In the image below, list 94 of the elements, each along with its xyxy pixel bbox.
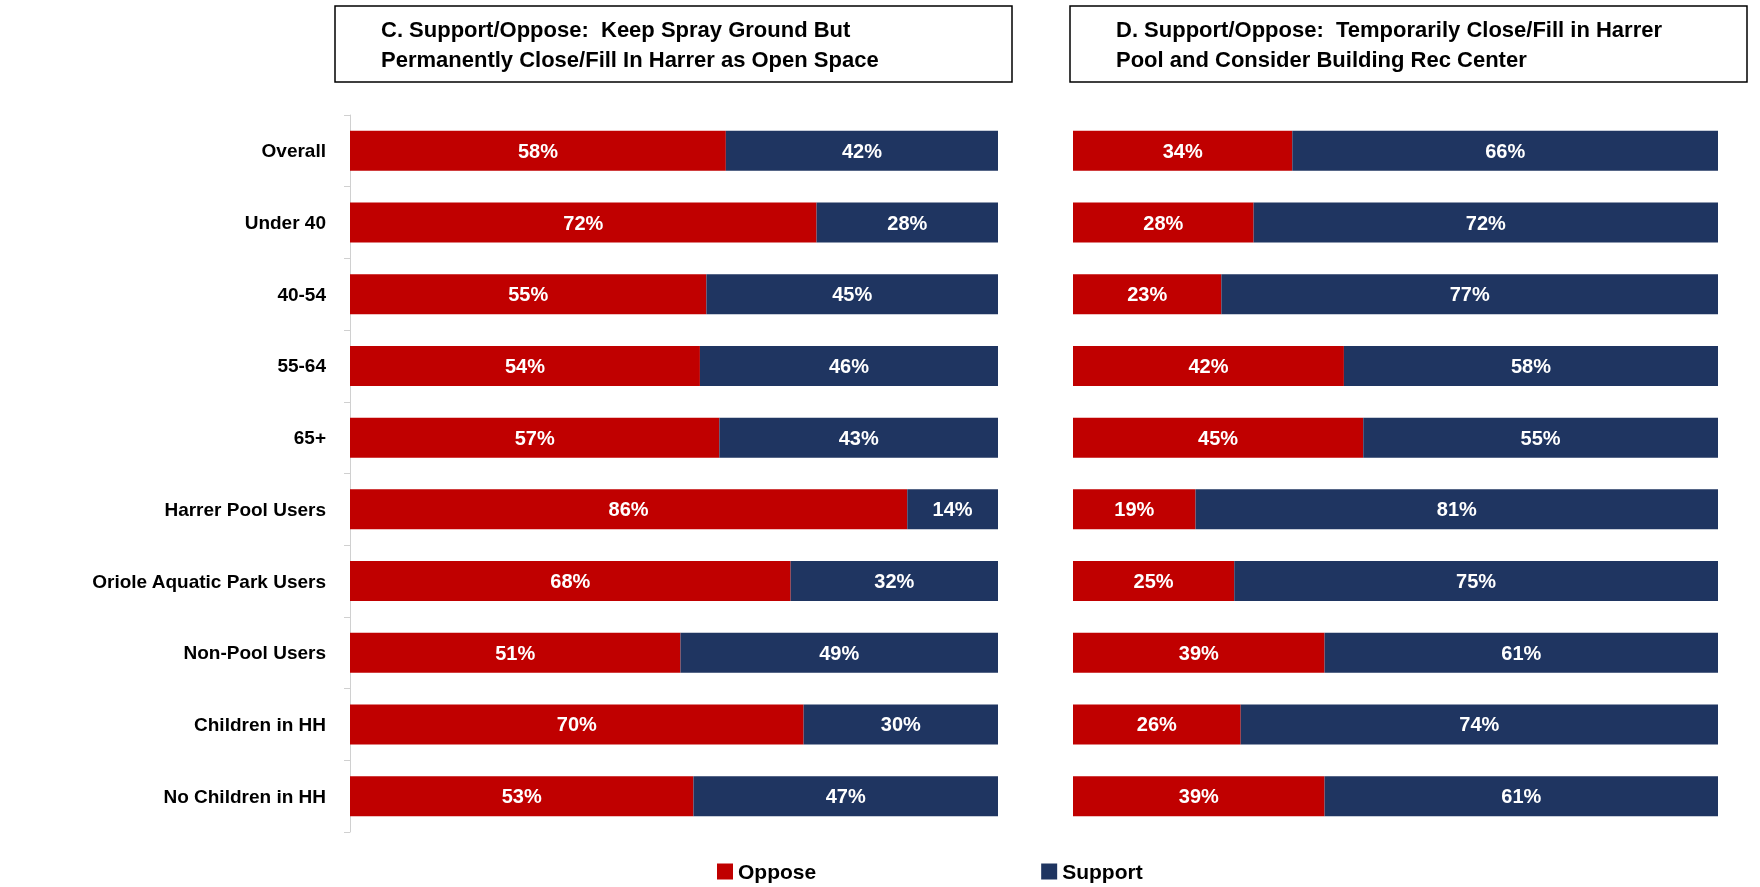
data-label: 14%: [932, 498, 973, 521]
bar: [1253, 202, 1718, 243]
bar: [1324, 776, 1718, 817]
bar: [907, 489, 998, 530]
bar: [350, 202, 817, 243]
bar: [790, 561, 998, 602]
bar: [1240, 704, 1718, 745]
data-label: 32%: [874, 570, 915, 593]
bar: [725, 130, 998, 171]
bar: [693, 776, 998, 817]
bar: [1292, 130, 1718, 171]
bar: [803, 704, 998, 745]
data-label: 30%: [880, 713, 922, 736]
bar: [350, 704, 804, 745]
data-label: 54%: [504, 354, 546, 377]
bar: [1073, 202, 1254, 243]
chart-title: C. Support/Oppose: Keep Spray Ground But Permanently Close/Fill In Harrer as Open Space: [381, 16, 879, 72]
data-label: 34%: [1162, 139, 1203, 162]
data-label: 46%: [828, 354, 870, 377]
bar: [350, 130, 726, 171]
bar: [1073, 274, 1222, 315]
bar: [1073, 345, 1344, 386]
data-label: 39%: [1178, 785, 1220, 808]
data-label: 49%: [819, 641, 860, 664]
data-label: 43%: [838, 426, 879, 449]
bar: [1363, 417, 1718, 458]
data-label: 72%: [563, 211, 604, 234]
data-label: 28%: [1143, 211, 1184, 234]
bar: [350, 274, 707, 315]
bar: [816, 202, 998, 243]
y-tick-label: Non-Pool Users: [183, 642, 326, 664]
data-label: 57%: [514, 426, 555, 449]
data-label: 45%: [832, 283, 873, 306]
bar: [1073, 704, 1241, 745]
data-label: 23%: [1127, 283, 1168, 306]
data-label: 42%: [841, 139, 883, 162]
bar: [1221, 274, 1718, 315]
bar: [1195, 489, 1718, 530]
bar: [1234, 561, 1718, 602]
bar: [1073, 632, 1325, 673]
data-label: 66%: [1485, 139, 1526, 162]
data-label: 72%: [1465, 211, 1507, 234]
bar: [1073, 561, 1235, 602]
data-label: 77%: [1449, 283, 1490, 306]
legend-label: Oppose: [738, 860, 817, 883]
data-label: 74%: [1459, 713, 1500, 736]
data-label: 68%: [550, 570, 591, 593]
bar: [1073, 130, 1293, 171]
y-tick-label: Under 40: [244, 212, 326, 234]
bar: [1073, 776, 1325, 817]
y-tick-label: Oriole Aquatic Park Users: [92, 570, 326, 592]
bar: [680, 632, 998, 673]
bar: [1073, 417, 1364, 458]
data-label: 61%: [1501, 785, 1542, 808]
bar: [350, 776, 694, 817]
data-label: 75%: [1456, 570, 1497, 593]
y-tick-label: Children in HH: [194, 713, 326, 735]
data-label: 42%: [1188, 354, 1229, 377]
bar: [719, 417, 998, 458]
data-label: 86%: [608, 498, 649, 521]
data-label: 19%: [1114, 498, 1155, 521]
data-label: 47%: [825, 785, 866, 808]
data-label: 26%: [1136, 713, 1178, 736]
data-label: 55%: [508, 283, 549, 306]
y-tick-label: Harrer Pool Users: [164, 498, 326, 520]
data-label: 70%: [556, 713, 598, 736]
bar: [1343, 345, 1718, 386]
data-label: 55%: [1520, 426, 1561, 449]
data-label: 58%: [517, 139, 559, 162]
y-tick-label: No Children in HH: [163, 785, 326, 807]
data-label: 28%: [887, 211, 928, 234]
bar: [1324, 632, 1718, 673]
data-label: 39%: [1178, 641, 1220, 664]
chart-title: D. Support/Oppose: Temporarily Close/Fill in Harrer Pool and Consider Building Rec Center: [1116, 16, 1669, 72]
bar: [1073, 489, 1196, 530]
data-label: 58%: [1510, 354, 1552, 377]
data-label: 81%: [1436, 498, 1478, 521]
bar: [699, 345, 998, 386]
y-tick-label: 40-54: [277, 283, 327, 305]
bar: [350, 417, 720, 458]
legend-label: Support: [1062, 860, 1143, 883]
y-tick-label: Overall: [261, 140, 326, 162]
bar: [350, 632, 681, 673]
y-tick-label: 55-64: [277, 355, 327, 377]
bar: [350, 345, 700, 386]
data-label: 51%: [495, 641, 536, 664]
data-label: 53%: [501, 785, 542, 808]
bar: [350, 489, 908, 530]
bar: [350, 561, 791, 602]
data-label: 45%: [1198, 426, 1239, 449]
data-label: 61%: [1501, 641, 1542, 664]
y-tick-label: 65+: [293, 427, 326, 449]
bar: [706, 274, 998, 315]
data-label: 25%: [1133, 570, 1174, 593]
